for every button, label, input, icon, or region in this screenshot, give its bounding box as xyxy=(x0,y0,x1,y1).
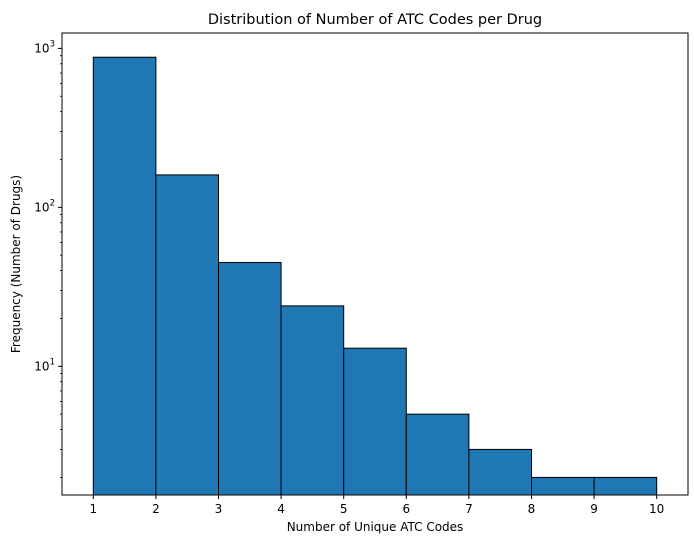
x-tick-label: 6 xyxy=(402,502,410,516)
histogram-bar xyxy=(155,174,219,496)
x-tick-label: 9 xyxy=(590,502,598,516)
histogram-bar xyxy=(218,261,282,496)
x-tick-label: 7 xyxy=(465,502,473,516)
y-tick-label: 102 xyxy=(34,198,55,214)
histogram-bar xyxy=(405,413,470,496)
histogram-bar xyxy=(531,476,595,496)
x-tick-label: 1 xyxy=(89,502,97,516)
y-tick-base: 10 xyxy=(34,359,49,373)
x-tick-label: 3 xyxy=(215,502,223,516)
x-tick-label: 4 xyxy=(277,502,285,516)
x-tick-label: 2 xyxy=(152,502,160,516)
y-tick-label: 103 xyxy=(34,39,55,55)
chart-title: Distribution of Number of ATC Codes per … xyxy=(208,12,542,28)
histogram-bar xyxy=(92,56,157,496)
y-axis-label: Frequency (Number of Drugs) xyxy=(9,175,23,353)
bars-group xyxy=(92,56,658,496)
y-tick-exponent: 2 xyxy=(50,198,55,208)
x-tick-label: 8 xyxy=(528,502,536,516)
x-tick-label: 10 xyxy=(649,502,664,516)
histogram-bar xyxy=(593,476,658,496)
x-tick-label: 5 xyxy=(340,502,348,516)
y-tick-base: 10 xyxy=(34,200,49,214)
x-axis-label: Number of Unique ATC Codes xyxy=(287,520,464,534)
histogram-bar xyxy=(280,305,345,496)
histogram-bar xyxy=(343,347,407,496)
y-tick-label: 101 xyxy=(34,357,55,373)
plot-frame xyxy=(61,32,689,496)
x-axis: 1 2 3 4 5 6 7 8 9 10 xyxy=(89,495,664,516)
y-tick-base: 10 xyxy=(34,41,49,55)
histogram-bar xyxy=(468,448,532,496)
y-tick-exponent: 1 xyxy=(50,357,55,367)
y-tick-exponent: 3 xyxy=(50,39,55,49)
